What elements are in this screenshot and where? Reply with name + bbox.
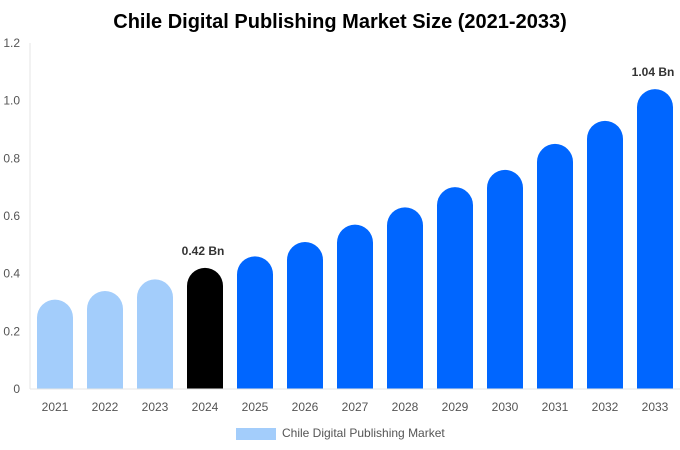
bar-2025[interactable] — [237, 256, 273, 389]
x-tick-label: 2033 — [642, 400, 669, 414]
x-tick-label: 2021 — [42, 400, 69, 414]
bar-2031[interactable] — [537, 143, 573, 389]
bar-2021[interactable] — [37, 299, 73, 389]
data-labels: 0.42 Bn 1.04 Bn — [182, 65, 675, 258]
y-tick-label: 0.4 — [3, 267, 20, 281]
x-tick-label: 2028 — [392, 400, 419, 414]
data-label-2033: 1.04 Bn — [632, 65, 675, 79]
bar-2026[interactable] — [287, 241, 323, 389]
bars — [37, 89, 673, 389]
y-tick-label: 0 — [13, 382, 20, 396]
y-tick-label: 1.0 — [3, 94, 20, 108]
legend[interactable]: Chile Digital Publishing Market — [236, 426, 445, 440]
y-tick-label: 0.2 — [3, 324, 20, 338]
x-tick-label: 2025 — [242, 400, 269, 414]
bar-2024[interactable] — [187, 267, 223, 389]
x-tick-label: 2024 — [192, 400, 219, 414]
bar-2030[interactable] — [487, 169, 523, 389]
legend-swatch — [236, 428, 276, 440]
x-axis: 2021 2022 2023 2024 2025 2026 2027 2028 2029 2030… — [30, 388, 680, 414]
x-tick-label: 2030 — [492, 400, 519, 414]
bar-2023[interactable] — [137, 279, 173, 389]
bar-2033[interactable] — [637, 89, 673, 389]
y-tick-label: 0.6 — [3, 209, 20, 223]
data-label-2024: 0.42 Bn — [182, 244, 225, 258]
y-tick-label: 0.8 — [3, 151, 20, 165]
x-tick-label: 2029 — [442, 400, 469, 414]
x-tick-label: 2031 — [542, 400, 569, 414]
y-axis: 0 0.2 0.4 0.6 0.8 1.0 1.2 — [3, 36, 31, 396]
bar-2029[interactable] — [437, 187, 473, 389]
x-tick-label: 2032 — [592, 400, 619, 414]
x-tick-label: 2027 — [342, 400, 369, 414]
bar-2032[interactable] — [587, 120, 623, 389]
chart-title: Chile Digital Publishing Market Size (20… — [113, 11, 566, 33]
y-tick-label: 1.2 — [3, 36, 20, 50]
bar-2028[interactable] — [387, 207, 423, 389]
bar-2022[interactable] — [87, 290, 123, 389]
x-tick-label: 2026 — [292, 400, 319, 414]
x-tick-label: 2023 — [142, 400, 169, 414]
bar-2027[interactable] — [337, 224, 373, 389]
legend-label: Chile Digital Publishing Market — [282, 426, 445, 440]
x-tick-label: 2022 — [92, 400, 119, 414]
